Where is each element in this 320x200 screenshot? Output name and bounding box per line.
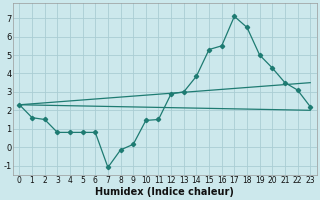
X-axis label: Humidex (Indice chaleur): Humidex (Indice chaleur) [95, 187, 234, 197]
